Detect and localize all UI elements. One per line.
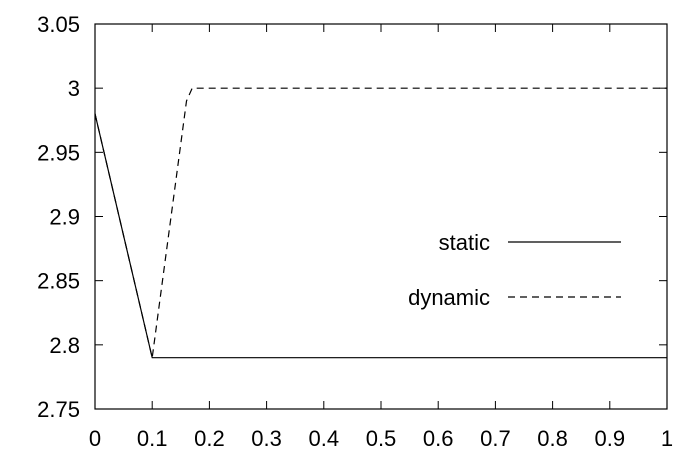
y-tick-label: 2.85 [37,269,80,294]
y-tick-label: 3 [68,76,80,101]
x-tick-label: 0.1 [137,426,168,451]
x-tick-label: 0.6 [423,426,454,451]
y-tick-label: 3.05 [37,12,80,37]
series-line-dynamic [94,87,667,358]
series-line-static [94,113,667,359]
plot-border [94,23,668,410]
y-tick-label: 2.8 [49,333,80,358]
y-tick-label: 2.95 [37,140,80,165]
x-tick-label: 0.2 [194,426,225,451]
legend-label-dynamic: dynamic [408,285,490,310]
legend: static dynamic [408,230,621,310]
plot-frame [94,23,668,410]
legend-label-static: static [439,230,490,255]
x-tick-label: 0 [89,426,101,451]
x-axis: 0 0.1 0.2 0.3 0.4 0.5 0.6 0.7 0.8 0.9 1 [89,24,673,451]
x-tick-label: 0.5 [366,426,397,451]
y-tick-label: 2.75 [37,397,80,422]
x-tick-label: 0.3 [251,426,282,451]
y-axis: 2.75 2.8 2.85 2.9 2.95 3 3.05 [37,12,667,422]
x-tick-label: 1 [661,426,673,451]
x-tick-label: 0.8 [537,426,568,451]
x-tick-label: 0.7 [480,426,511,451]
y-tick-label: 2.9 [49,205,80,230]
x-tick-label: 0.9 [595,426,626,451]
series-layer [94,87,667,359]
x-tick-label: 0.4 [309,426,340,451]
